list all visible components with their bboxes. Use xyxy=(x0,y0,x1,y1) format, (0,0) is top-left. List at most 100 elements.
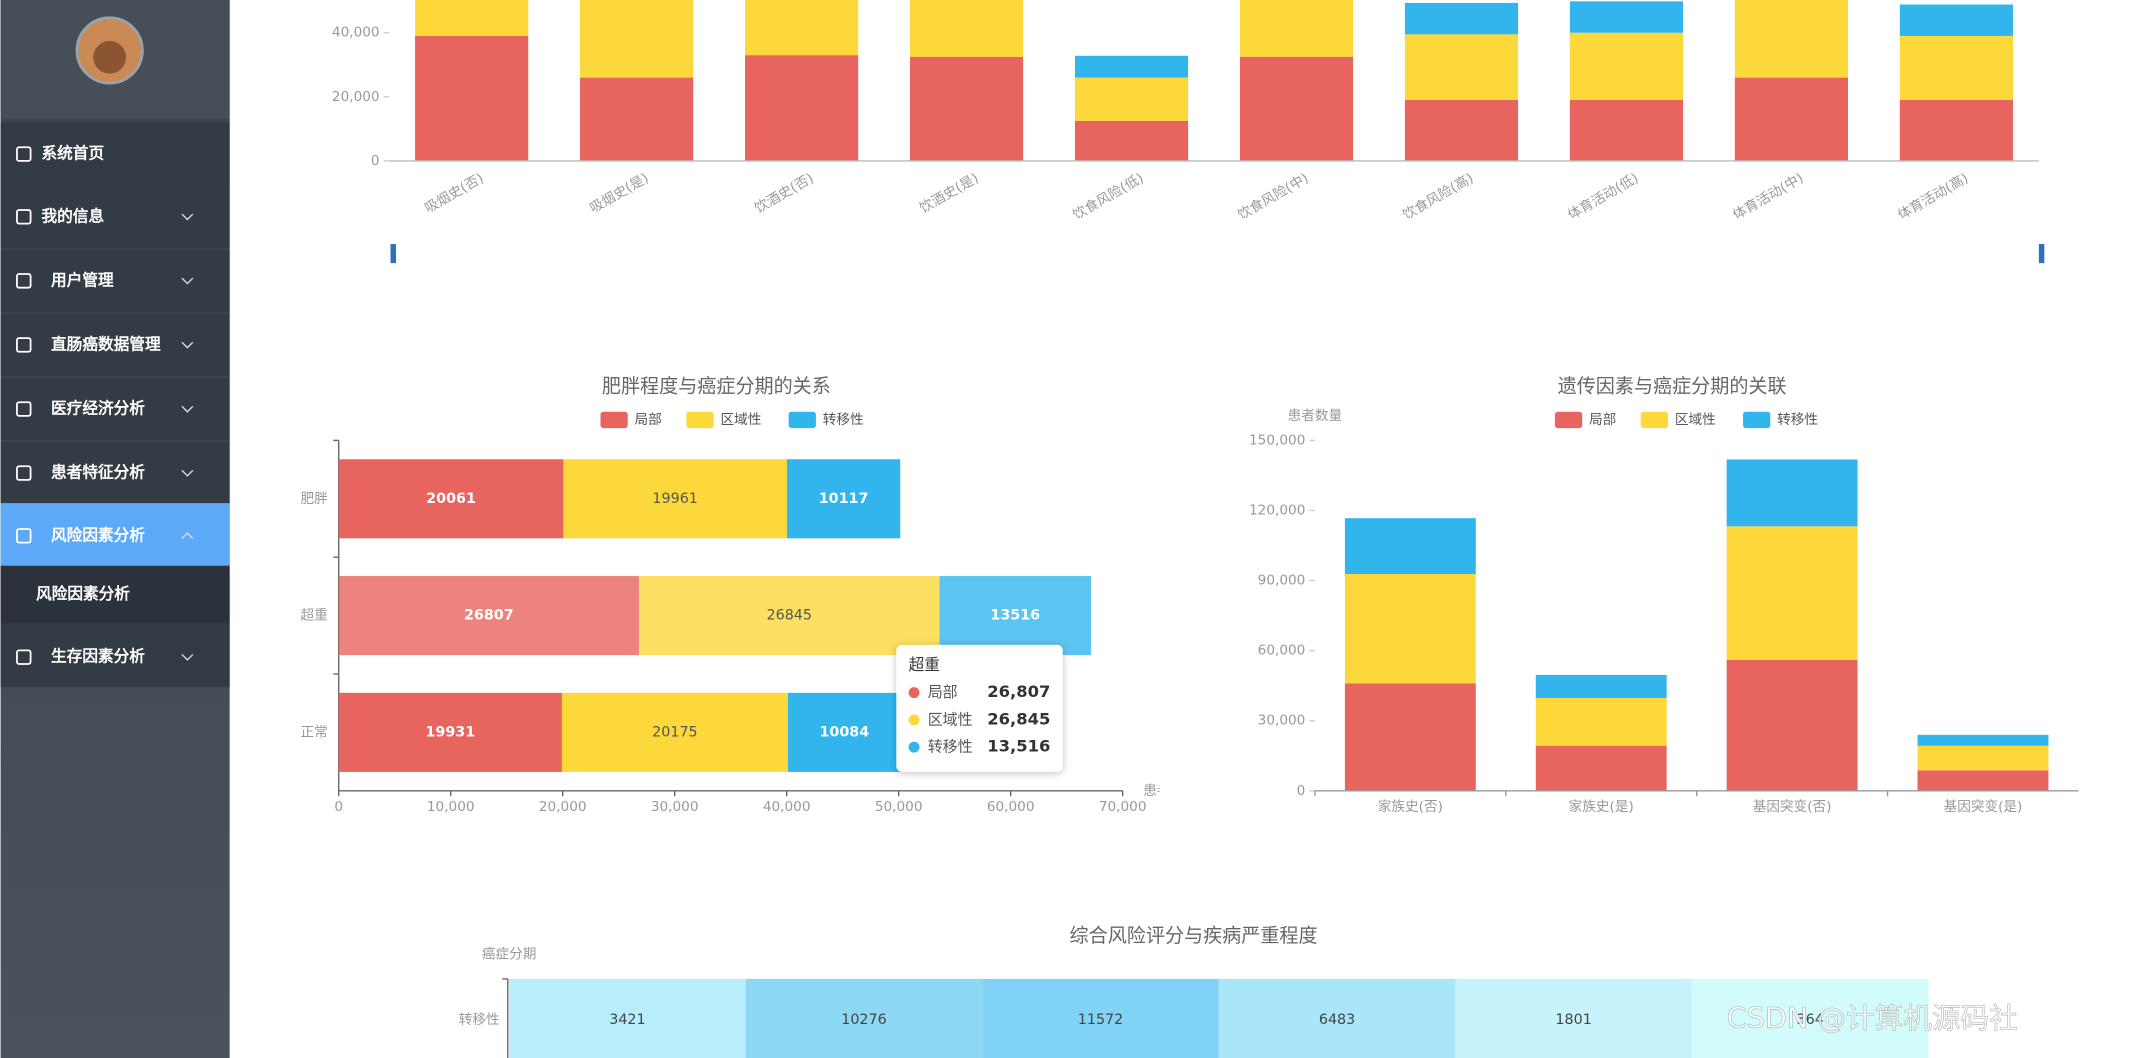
menu-arrow xyxy=(181,469,194,477)
y-tick-label: 90,000 xyxy=(1258,573,1306,589)
tooltip-dot xyxy=(908,687,920,699)
legend-swatch xyxy=(788,411,816,429)
bar-segment[interactable] xyxy=(1535,745,1667,791)
data-label: 19961 xyxy=(652,491,697,507)
bar-segment[interactable] xyxy=(1535,698,1667,746)
bar-segment[interactable] xyxy=(1917,770,2049,791)
menu-item-bg xyxy=(0,122,230,186)
bar-segment xyxy=(1074,55,1189,78)
bar-segment xyxy=(1734,0,1849,78)
zoom-handle[interactable] xyxy=(390,244,396,264)
heatmap-cell[interactable] xyxy=(982,978,1219,1058)
menu-item[interactable]: 系统首页 xyxy=(41,144,104,163)
bar-segment[interactable] xyxy=(338,459,564,539)
y-tick-label: 肥胖 xyxy=(301,491,329,507)
x-tick-label: 吸烟史(否) xyxy=(422,170,486,216)
y-tick-label: 0 xyxy=(1297,783,1306,799)
x-tick-label: 体育活动(高) xyxy=(1895,169,1972,223)
heatmap-cell[interactable] xyxy=(1455,978,1692,1058)
menu-icon xyxy=(16,528,32,544)
legend-swatch xyxy=(1640,411,1669,429)
cell-label: 6483 xyxy=(1319,1012,1355,1028)
legend-swatch xyxy=(1743,411,1771,429)
legend-label[interactable]: 转移性 xyxy=(823,412,864,428)
menu-item[interactable]: 直肠癌数据管理 xyxy=(51,334,161,353)
bar-segment[interactable] xyxy=(939,576,1091,656)
bar-segment xyxy=(1074,120,1189,161)
data-label: 13516 xyxy=(990,608,1040,624)
bar-segment xyxy=(909,0,1024,57)
bar-segment[interactable] xyxy=(1726,459,1858,527)
x-tick-label: 20,000 xyxy=(539,799,587,815)
heatmap-cell[interactable] xyxy=(509,978,746,1058)
bar-segment[interactable] xyxy=(1344,518,1476,574)
menu-item[interactable]: 风险因素分析 xyxy=(51,525,145,544)
bar-segment[interactable] xyxy=(338,692,562,772)
chart-title: 肥胖程度与癌症分期的关系 xyxy=(602,376,831,398)
legend-label[interactable]: 区域性 xyxy=(1675,412,1716,428)
menu-item-bg xyxy=(0,185,230,249)
bar-segment[interactable] xyxy=(1344,573,1476,684)
bar-segment xyxy=(1239,0,1354,57)
x-axis-label: 患者数量 xyxy=(1143,783,1198,799)
heatmap-cell[interactable] xyxy=(1218,978,1456,1058)
y-tick-label: 20,000 xyxy=(332,89,380,105)
menu-icon xyxy=(16,273,32,289)
menu-item[interactable]: 生存因素分析 xyxy=(51,647,145,666)
cell-label: 10276 xyxy=(841,1012,886,1028)
zoom-handle[interactable] xyxy=(2038,244,2045,264)
menu-item[interactable]: 我的信息 xyxy=(41,206,104,225)
menu-item[interactable]: 医疗经济分析 xyxy=(51,399,145,418)
bar-segment[interactable] xyxy=(1726,659,1858,791)
menu-arrow xyxy=(181,277,194,285)
cell-label: 3421 xyxy=(609,1012,645,1028)
legend-label[interactable]: 转移性 xyxy=(1777,412,1818,428)
bar-segment[interactable] xyxy=(1917,734,2049,746)
bar-segment[interactable] xyxy=(638,576,940,656)
x-tick-label: 40,000 xyxy=(763,799,811,815)
tooltip-dot xyxy=(908,741,920,753)
stacked-bar-chart: 0 20,000 40,000 吸烟史(否) 吸烟史(是) 饮酒史(否) 饮酒史(是) 饮食风… xyxy=(332,0,2039,223)
bar-segment[interactable] xyxy=(787,692,901,772)
legend-label[interactable]: 局部 xyxy=(1589,412,1616,428)
data-label: 10084 xyxy=(819,724,869,740)
legend-label[interactable]: 区域性 xyxy=(720,412,761,428)
bar-segment xyxy=(1239,56,1354,161)
bar-segment[interactable] xyxy=(786,459,901,539)
chart-title: 遗传因素与癌症分期的关联 xyxy=(1558,376,1787,398)
submenu-item[interactable]: 风险因素分析 xyxy=(36,584,130,603)
menu-item-bg xyxy=(0,313,230,377)
bar-segment[interactable] xyxy=(1726,526,1858,660)
menu-item-bg xyxy=(0,249,230,313)
menu-item[interactable]: 患者特征分析 xyxy=(51,463,145,482)
x-tick-label: 体育活动(中) xyxy=(1730,170,1806,223)
bar-segment[interactable] xyxy=(338,576,639,656)
bar-segment[interactable] xyxy=(561,692,788,772)
x-tick-label: 60,000 xyxy=(987,799,1035,815)
menu-icon xyxy=(16,209,32,225)
bar-segment[interactable] xyxy=(1344,683,1476,791)
bar-segment[interactable] xyxy=(1917,745,2049,771)
stacked-bar-chart: 患者数量 0 30,000 60,000 90,000 120,000 150,000 家族史… xyxy=(1249,408,2079,815)
x-tick-label: 家族史(是) xyxy=(1569,798,1634,815)
tooltip-dot xyxy=(908,714,920,726)
heatmap-cell[interactable] xyxy=(745,978,983,1058)
bar-segment xyxy=(745,55,859,161)
y-tick-label: 60,000 xyxy=(1258,643,1306,659)
bar-segment xyxy=(1569,1,1684,33)
menu-item[interactable]: 用户管理 xyxy=(51,270,114,289)
bar-segment[interactable] xyxy=(1535,674,1667,699)
bar-segment xyxy=(745,0,859,56)
x-tick-label: 基因突变(否) xyxy=(1753,798,1832,815)
bar-segment xyxy=(1899,4,2013,36)
submenu-bg xyxy=(0,565,230,624)
chart-title: 综合风险评分与疾病严重程度 xyxy=(1070,925,1318,947)
heatmap-cell[interactable] xyxy=(1691,978,1929,1058)
bar-segment[interactable] xyxy=(563,459,787,539)
legend-label[interactable]: 局部 xyxy=(635,412,662,428)
menu-icon xyxy=(16,465,32,481)
y-tick-label: 0 xyxy=(371,153,380,169)
data-label: 26807 xyxy=(464,608,514,624)
